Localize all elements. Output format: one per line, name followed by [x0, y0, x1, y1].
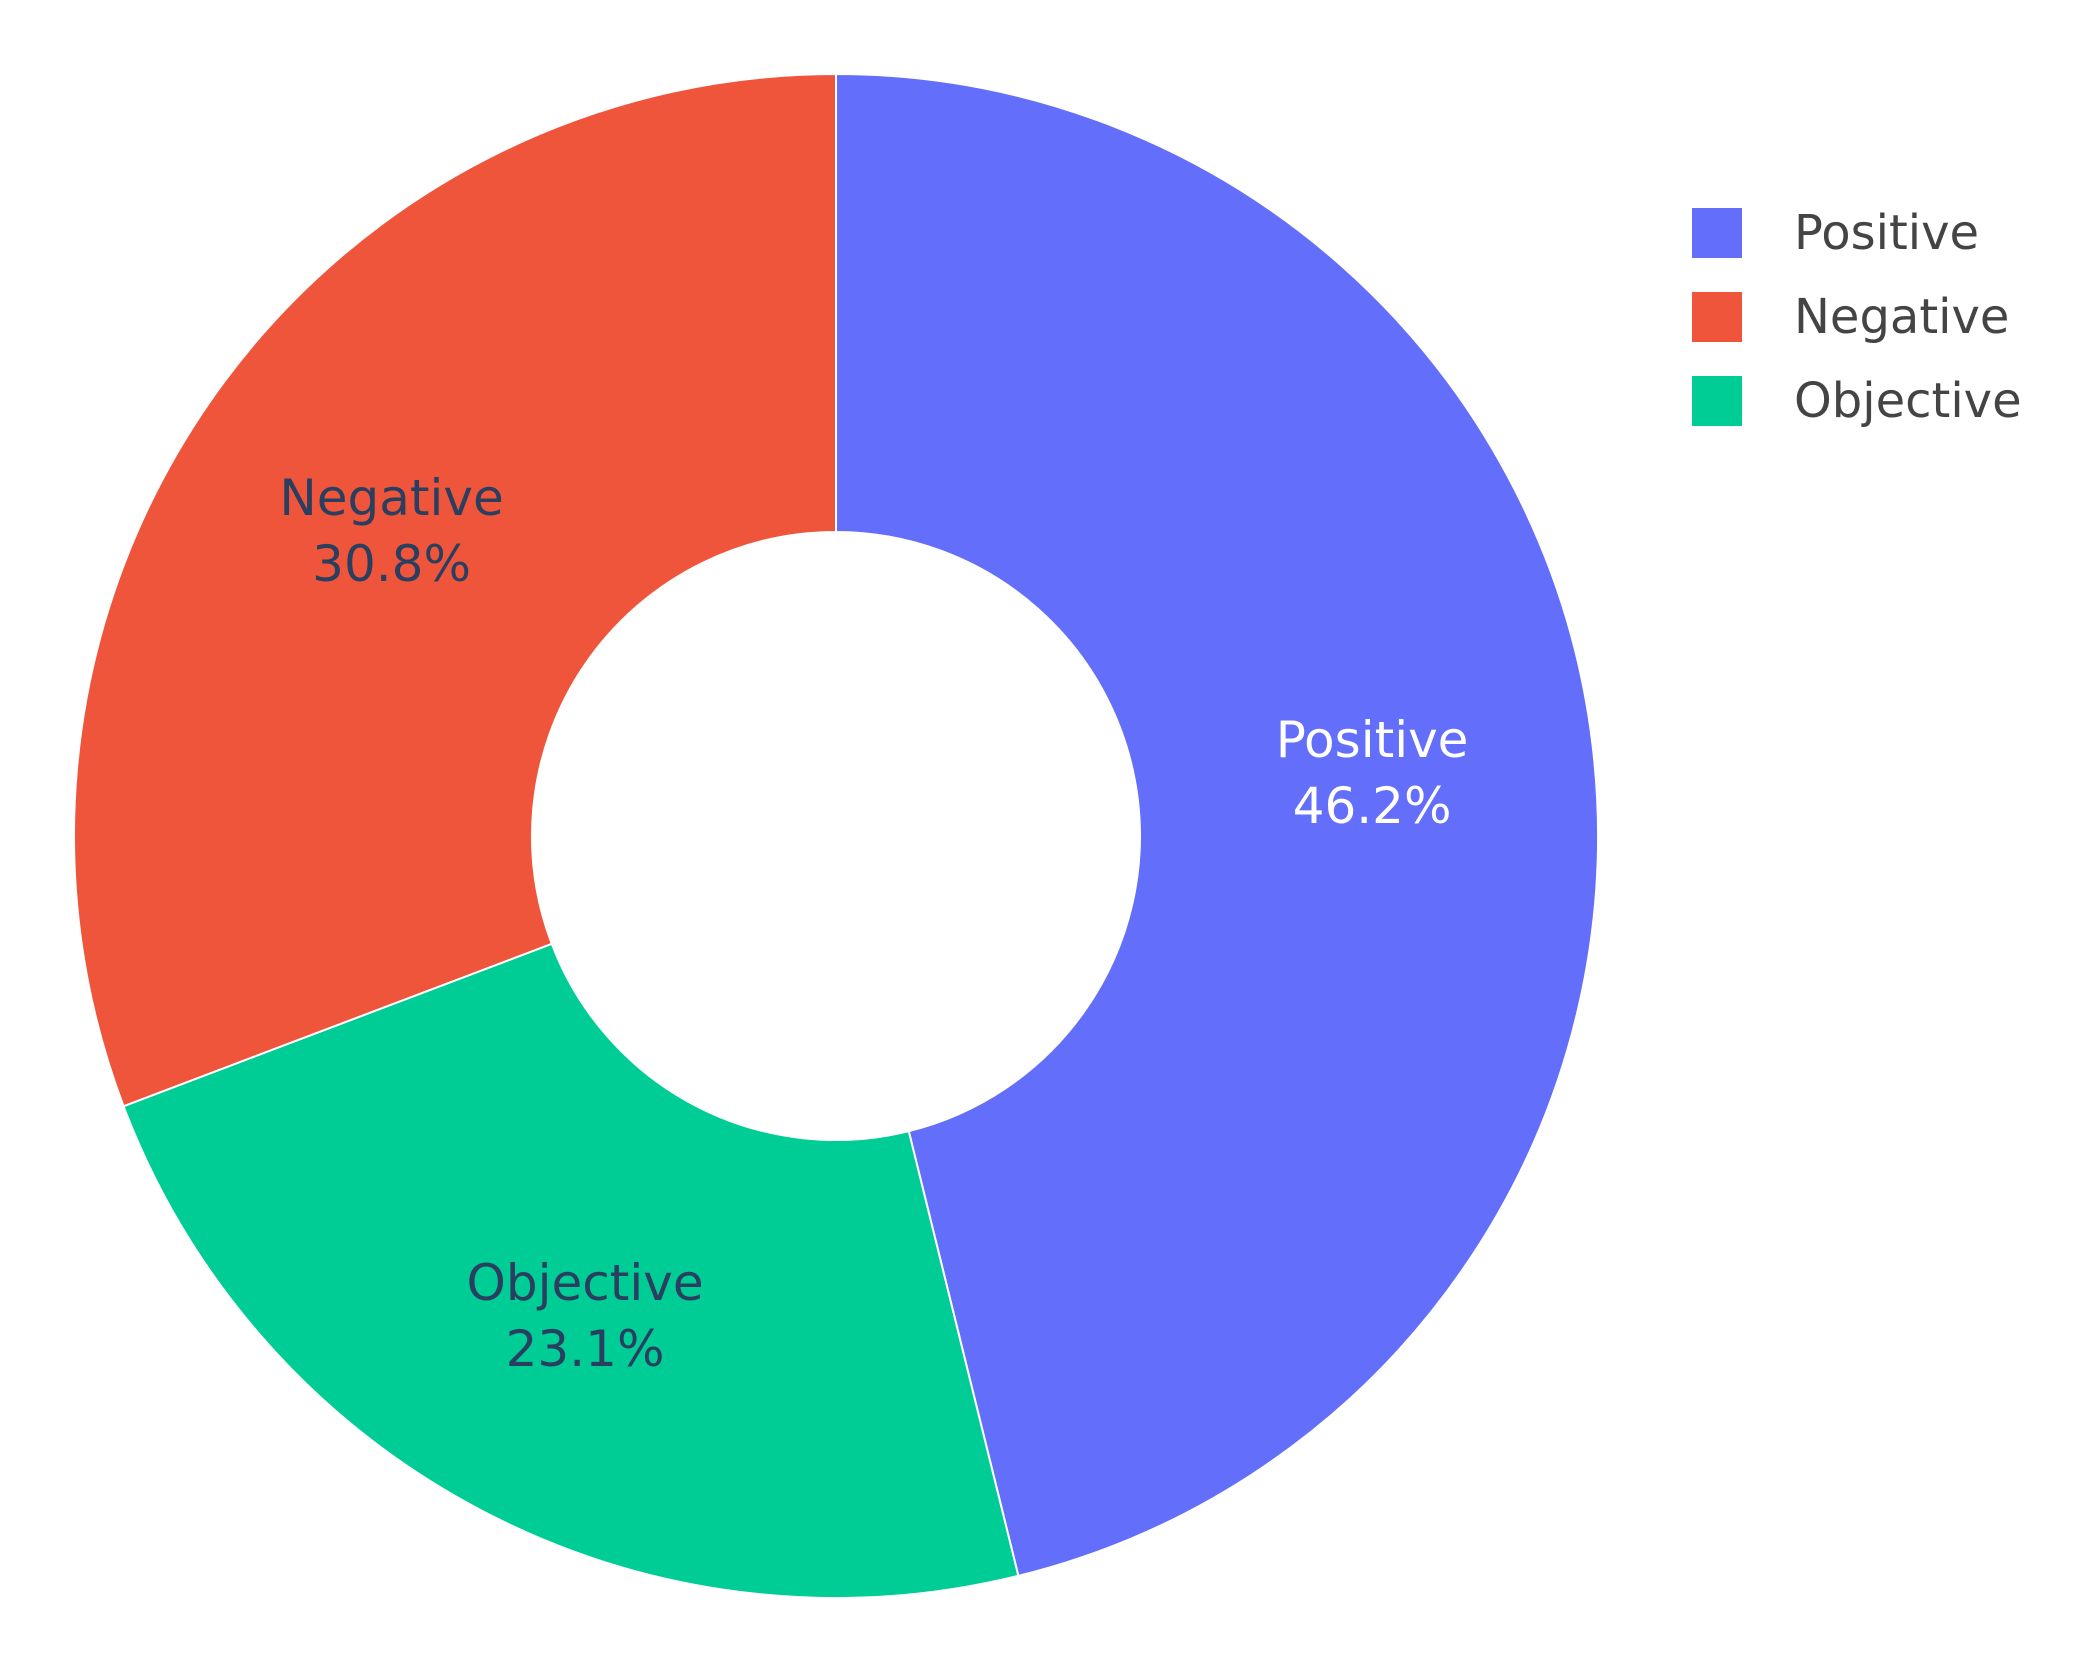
legend-label-objective: Objective — [1794, 373, 2022, 429]
legend-item-positive[interactable]: Positive — [1692, 205, 1979, 261]
legend-swatch-positive — [1692, 208, 1742, 258]
slice-label-positive: Positive — [1276, 711, 1469, 769]
slice-percent-positive: 46.2% — [1293, 777, 1452, 835]
slice-label-negative: Negative — [279, 469, 503, 527]
legend-label-positive: Positive — [1794, 205, 1979, 261]
legend-label-negative: Negative — [1794, 289, 2009, 345]
slice-label-objective: Objective — [467, 1254, 704, 1312]
legend-swatch-negative — [1692, 292, 1742, 342]
donut-slices — [73, 72, 1599, 1599]
legend-swatch-objective — [1692, 376, 1742, 426]
slice-objective[interactable] — [122, 942, 1020, 1599]
legend: Positive Negative Objective — [1692, 205, 2022, 429]
legend-item-negative[interactable]: Negative — [1692, 289, 2009, 345]
slice-positive[interactable] — [835, 72, 1599, 1578]
slice-negative[interactable] — [73, 72, 837, 1108]
legend-item-objective[interactable]: Objective — [1692, 373, 2022, 429]
slice-percent-negative: 30.8% — [312, 535, 471, 593]
slice-percent-objective: 23.1% — [506, 1320, 665, 1378]
slice-labels: Positive 46.2% Objective 23.1% Negative 30.8% — [279, 469, 1468, 1378]
